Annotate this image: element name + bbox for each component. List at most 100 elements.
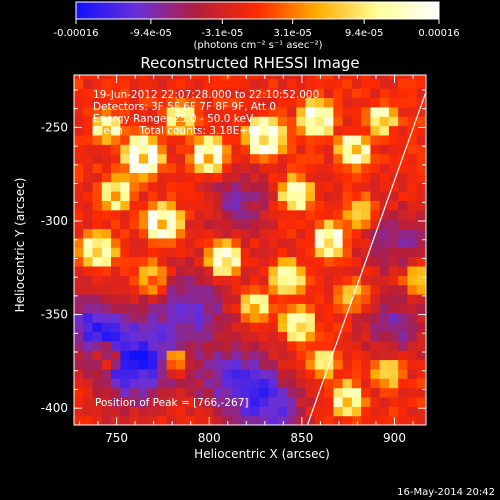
heatmap-cell xyxy=(101,275,112,286)
heatmap-cell xyxy=(277,256,288,267)
heatmap-cell xyxy=(398,368,409,379)
heatmap-cell xyxy=(101,209,112,220)
heatmap-cell xyxy=(101,350,112,361)
heatmap-cell xyxy=(212,396,223,407)
heatmap-cell xyxy=(222,88,233,99)
heatmap-cell xyxy=(240,387,251,398)
heatmap-cell xyxy=(407,368,418,379)
heatmap-cell xyxy=(203,247,214,258)
heatmap-cell xyxy=(407,247,418,258)
heatmap-cell xyxy=(212,172,223,183)
heatmap-cell xyxy=(268,256,279,267)
x-tick-label: 850 xyxy=(290,431,313,445)
heatmap-cell xyxy=(398,191,409,201)
x-tick-label: 800 xyxy=(198,431,221,445)
heatmap-cell xyxy=(203,153,214,164)
heatmap-cell xyxy=(277,406,288,417)
heatmap-cell xyxy=(250,219,260,230)
heatmap-cell xyxy=(351,284,362,295)
heatmap-cell xyxy=(388,125,399,136)
heatmap-cell xyxy=(120,350,131,361)
heatmap-cell xyxy=(120,368,131,379)
heatmap-cell xyxy=(222,134,233,145)
heatmap-cell xyxy=(231,191,242,201)
heatmap-cell xyxy=(175,106,186,117)
heatmap-cell xyxy=(101,237,112,248)
heatmap-cell xyxy=(111,219,121,230)
heatmap-cell xyxy=(74,219,84,230)
heatmap-cell xyxy=(148,219,158,230)
heatmap-cell xyxy=(111,191,121,201)
heatmap-cell xyxy=(342,191,353,201)
heatmap-cell xyxy=(305,162,316,173)
heatmap-cell xyxy=(342,88,353,99)
heatmap-cell xyxy=(212,265,223,276)
heatmap-cell xyxy=(259,162,270,173)
heatmap-cell xyxy=(407,378,418,389)
heatmap-cell xyxy=(231,275,242,286)
heatmap-cell xyxy=(120,153,131,164)
heatmap-cell xyxy=(342,275,353,286)
heatmap-cell xyxy=(194,247,205,258)
heatmap-cell xyxy=(203,378,214,389)
heatmap-cell xyxy=(194,116,205,127)
heatmap-cell xyxy=(287,153,297,164)
heatmap-cell xyxy=(175,200,186,211)
heatmap-cell xyxy=(194,144,205,155)
heatmap-cell xyxy=(185,350,196,361)
heatmap-cell xyxy=(370,200,381,211)
heatmap-cell xyxy=(101,331,112,342)
heatmap-cell xyxy=(157,144,168,155)
heatmap-cell xyxy=(351,181,362,192)
heatmap-cell xyxy=(416,350,426,361)
heatmap-cell xyxy=(287,116,297,127)
heatmap-cell xyxy=(277,200,288,211)
heatmap-cell xyxy=(250,134,260,145)
heatmap-cell xyxy=(333,415,344,425)
heatmap-cell xyxy=(83,256,94,267)
heatmap-cell xyxy=(370,396,381,407)
heatmap-cell xyxy=(240,191,251,201)
heatmap-cell xyxy=(166,97,177,108)
heatmap-cell xyxy=(314,396,325,407)
heatmap-cell xyxy=(416,396,426,407)
heatmap-cell xyxy=(120,200,131,211)
heatmap-cell xyxy=(305,265,316,276)
heatmap-cell xyxy=(277,387,288,398)
heatmap-cell xyxy=(287,396,297,407)
heatmap-cell xyxy=(129,200,140,211)
heatmap-cell xyxy=(268,415,279,425)
heatmap-cell xyxy=(148,293,158,304)
heatmap-cell xyxy=(148,181,158,192)
heatmap-cell xyxy=(120,312,131,323)
heatmap-cell xyxy=(296,209,307,220)
heatmap-cell xyxy=(324,350,334,361)
heatmap-cell xyxy=(231,359,242,370)
heatmap-cell xyxy=(416,359,426,370)
heatmap-cell xyxy=(351,88,362,99)
heatmap-cell xyxy=(194,340,205,351)
heatmap-cell xyxy=(74,303,84,314)
heatmap-cell xyxy=(92,247,103,258)
heatmap-cell xyxy=(83,415,94,425)
heatmap-cell xyxy=(277,162,288,173)
heatmap-cell xyxy=(416,153,426,164)
heatmap-cell xyxy=(314,172,325,183)
heatmap-cell xyxy=(92,350,103,361)
heatmap-cell xyxy=(379,134,390,145)
heatmap-cell xyxy=(120,116,131,127)
heatmap-cell xyxy=(268,191,279,201)
heatmap-cell xyxy=(101,265,112,276)
heatmap-cell xyxy=(407,340,418,351)
heatmap-cell xyxy=(398,322,409,333)
heatmap-cell xyxy=(203,106,214,117)
heatmap-cell xyxy=(268,396,279,407)
heatmap-cell xyxy=(259,191,270,201)
heatmap-cell xyxy=(324,134,334,145)
heatmap-cell xyxy=(194,387,205,398)
heatmap-cell xyxy=(101,359,112,370)
heatmap-cell xyxy=(296,396,307,407)
heatmap-cell xyxy=(351,322,362,333)
heatmap-cell xyxy=(250,200,260,211)
heatmap-cell xyxy=(351,219,362,230)
